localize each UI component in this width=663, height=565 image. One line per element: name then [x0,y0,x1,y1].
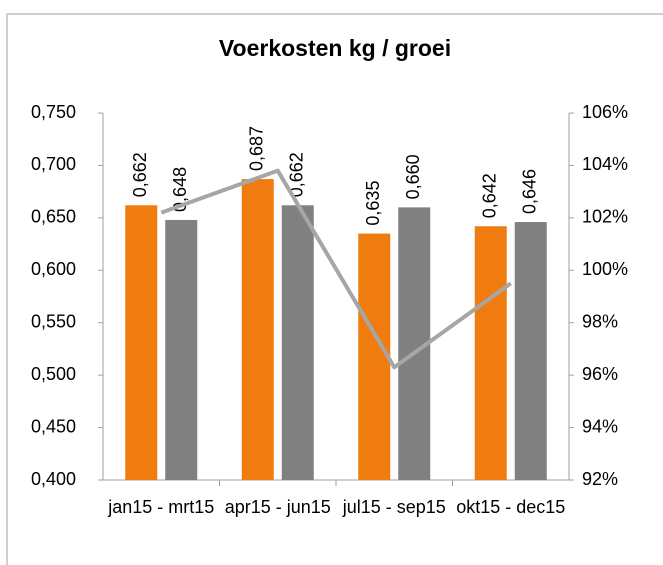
bar [281,205,314,480]
data-label: 0,662 [130,152,150,197]
frame [6,13,663,565]
bar [474,226,507,480]
y-tick-label: 0,700 [31,154,76,174]
y2-tick-label: 100% [582,259,628,279]
data-label: 0,660 [403,154,423,199]
y2-tick-label: 98% [582,311,618,331]
x-tick-label: jan15 - mrt15 [108,497,215,517]
x-tick-label: jul15 - sep15 [342,497,446,517]
y-tick-label: 0,500 [31,364,76,384]
y2-tick-label: 102% [582,207,628,227]
y-tick-label: 0,750 [31,102,76,122]
y-tick-label: 0,400 [31,469,76,489]
y2-tick-label: 92% [582,469,618,489]
data-label: 0,662 [287,152,307,197]
chart-title: Voerkosten kg / groei [219,35,451,61]
bar [358,233,391,480]
y2-tick-label: 106% [582,102,628,122]
y-tick-label: 0,650 [31,207,76,227]
data-label: 0,642 [480,173,500,218]
bar [241,179,274,480]
data-label: 0,687 [247,126,267,171]
y-tick-label: 0,600 [31,259,76,279]
line [160,168,512,370]
data-label: 0,648 [170,167,190,212]
data-label: 0,646 [520,169,540,214]
bar [125,205,158,480]
y2-tick-label: 96% [582,364,618,384]
y2-tick-label: 94% [582,416,618,436]
bar [165,219,198,480]
y-tick-label: 0,550 [31,311,76,331]
y2-tick-label: 104% [582,154,628,174]
y-tick-label: 0,450 [31,416,76,436]
x-tick-label: okt15 - dec15 [456,497,566,517]
data-label: 0,635 [363,181,383,226]
x-tick-label: apr15 - jun15 [224,497,331,517]
bar [514,222,547,480]
